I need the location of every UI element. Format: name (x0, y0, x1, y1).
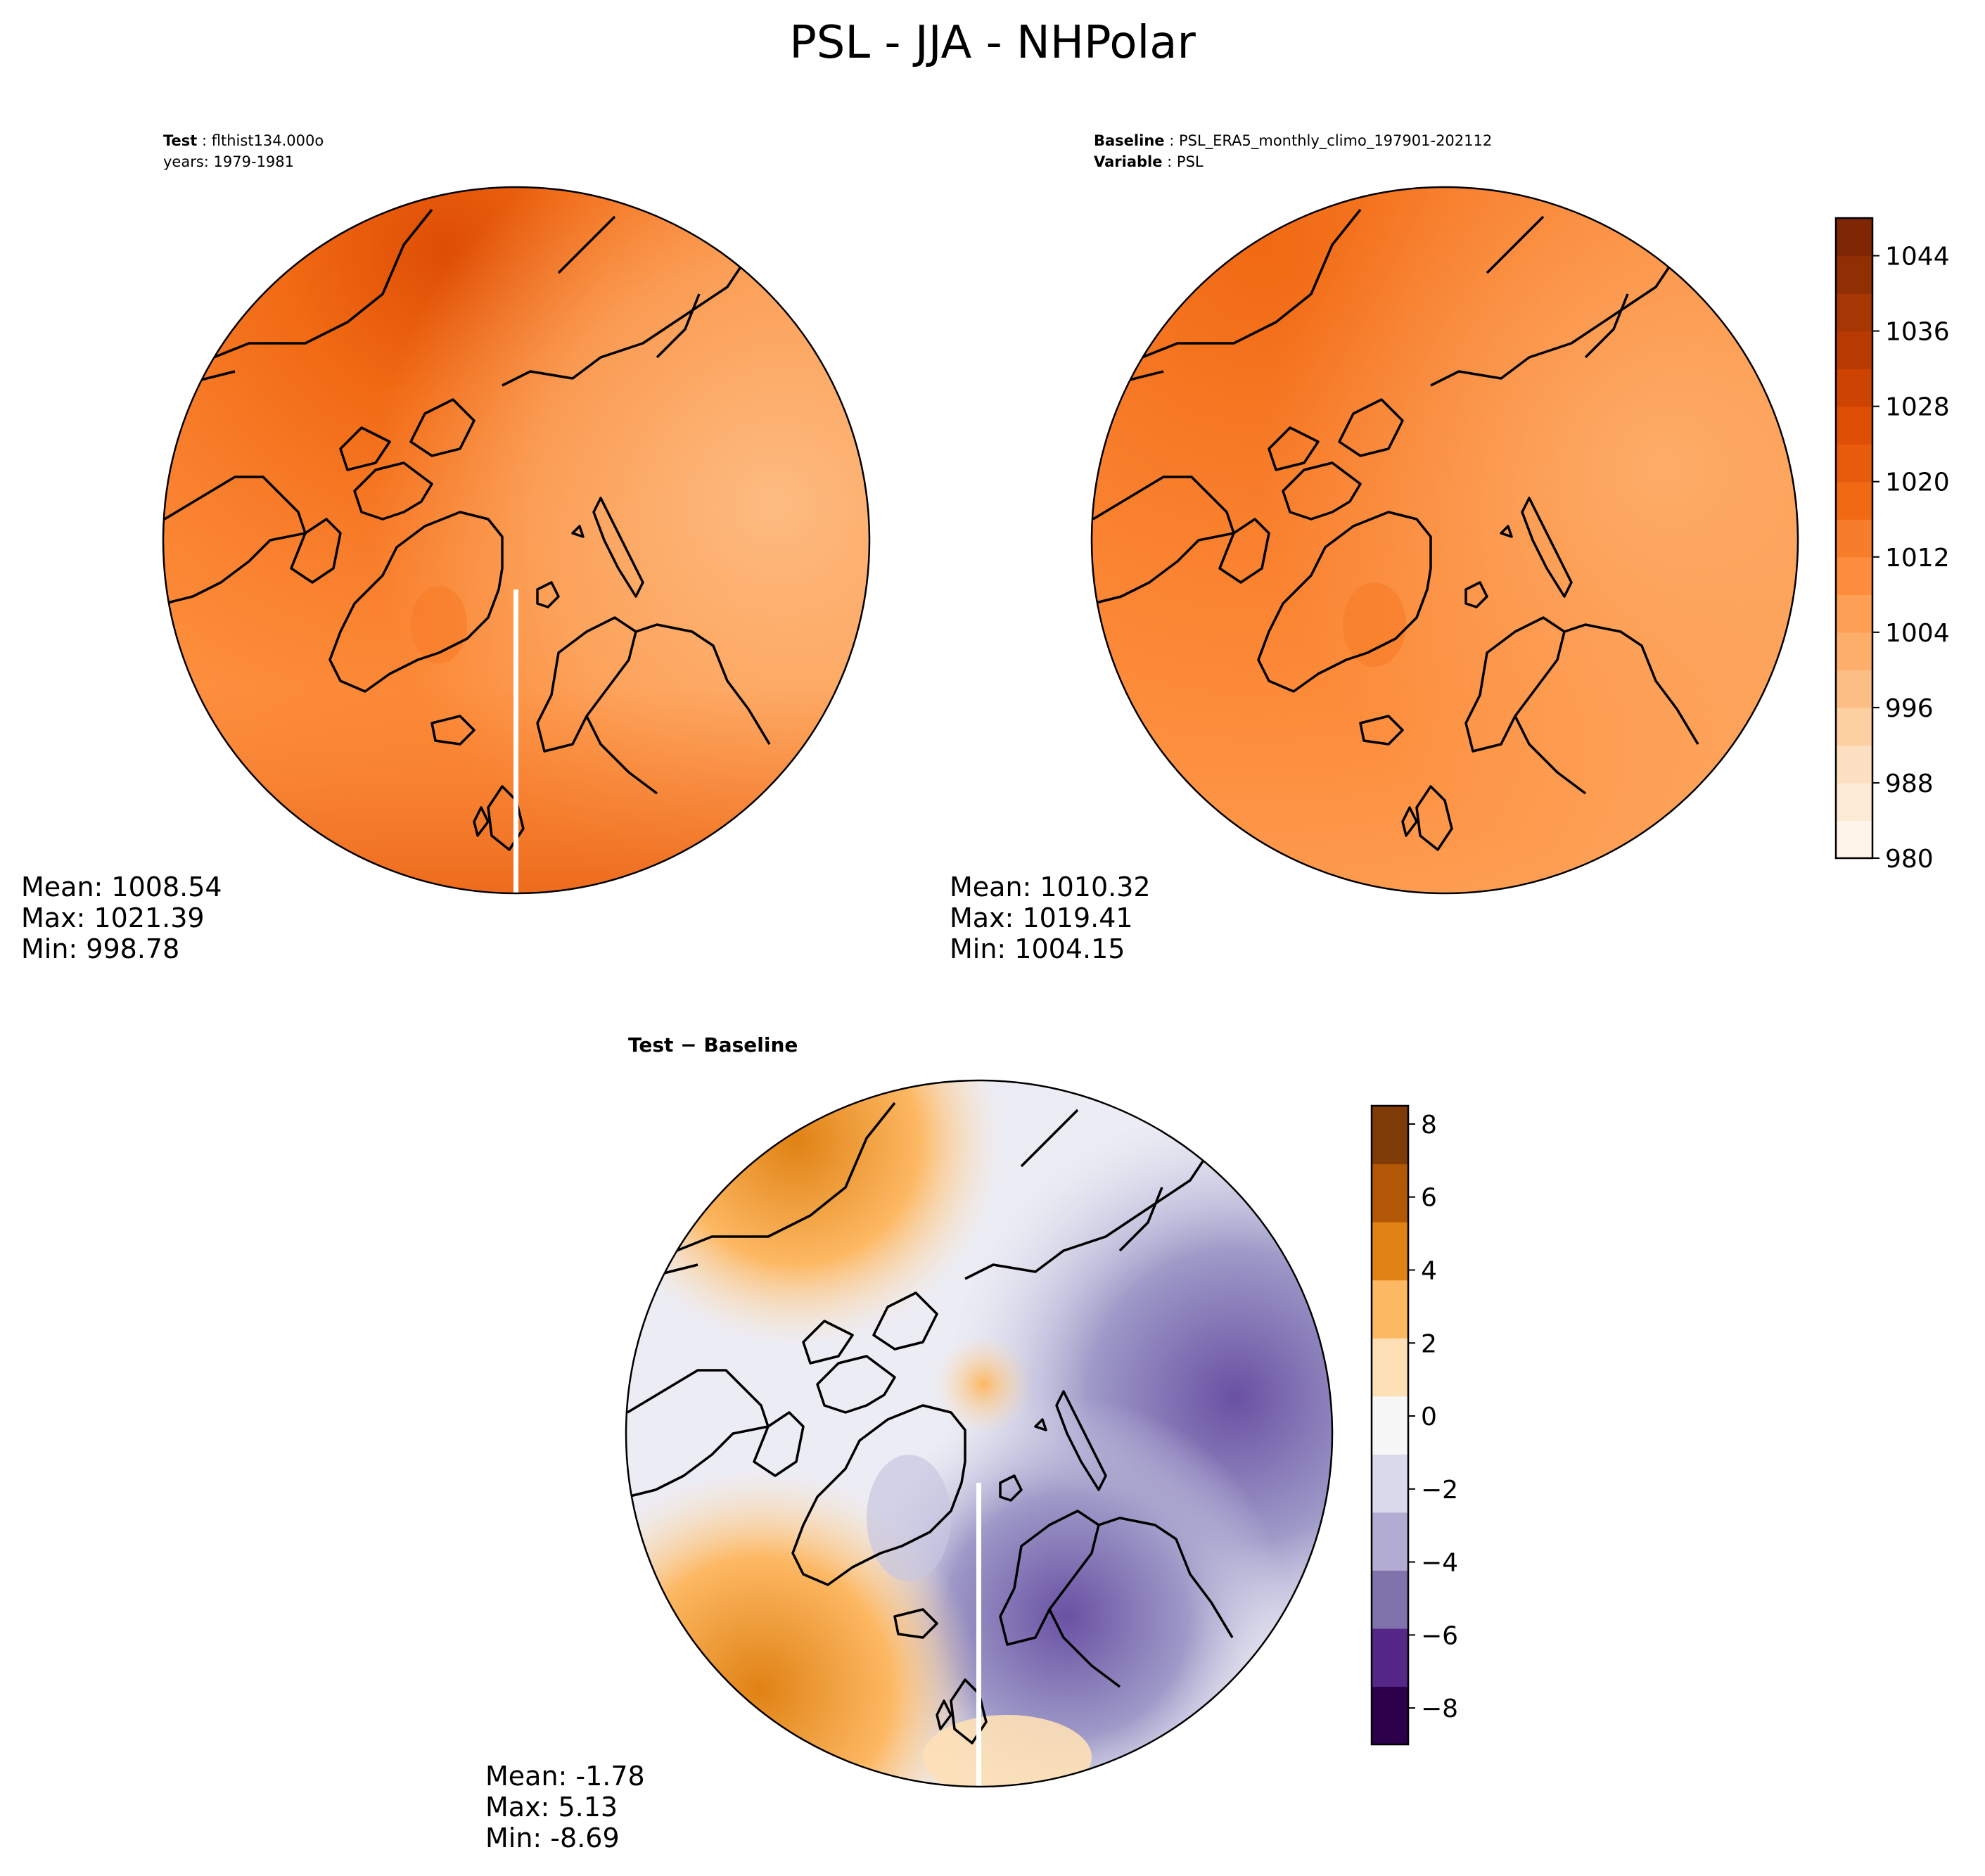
colorbar-frame (1834, 217, 1874, 860)
stat-min: Min: 998.78 (21, 933, 179, 964)
colorbar-swatch (1372, 1222, 1408, 1281)
colorbar-psl: 980 988 996 1004 1012 1020 1028 1036 1044 (1834, 217, 1950, 874)
colorbar-tick-label: 1020 (1885, 468, 1950, 497)
panel-baseline-label-line1: Baseline : PSL_ERA5_monthly_climo_197901… (1094, 132, 1492, 150)
colorbar-swatch (1836, 632, 1872, 670)
colorbar-tick-label: −6 (1421, 1621, 1458, 1650)
colorbar-swatch (1836, 670, 1872, 708)
colorbar-swatch (1372, 1280, 1408, 1339)
figure-title: PSL - JJA - NHPolar (789, 17, 1196, 69)
colorbar-swatch (1372, 1570, 1408, 1629)
stat-mean: Mean: 1010.32 (950, 872, 1151, 902)
colorbar-swatch (1372, 1338, 1408, 1397)
colorbar-tick-label: −8 (1421, 1695, 1458, 1723)
colorbar-swatch (1836, 331, 1872, 369)
colorbar-swatch (1836, 556, 1872, 595)
panel-baseline-label-line2: Variable : PSL (1094, 153, 1204, 170)
panel-diff: Test − Baseline Mean: -1.78 Max: 5.13 Mi… (485, 1033, 1458, 1853)
colorbar-swatch (1372, 1396, 1408, 1455)
colorbar-tick-label: 0 (1421, 1403, 1437, 1431)
map-test-seam (513, 589, 518, 893)
colorbar-swatch (1836, 255, 1872, 294)
colorbar-tick-label: 1012 (1885, 544, 1950, 573)
colorbar-tick-label: 1044 (1885, 243, 1950, 272)
colorbar-swatch (1372, 1163, 1408, 1223)
colorbar-swatch (1836, 369, 1872, 407)
map-baseline (1090, 186, 1799, 895)
panel-test-years: years: 1979-1981 (163, 153, 294, 170)
colorbar-swatch (1372, 1106, 1408, 1165)
panel-baseline-stats: Mean: 1010.32 Max: 1019.41 Min: 1004.15 (950, 872, 1151, 964)
colorbar-tick-label: 2 (1421, 1329, 1437, 1358)
colorbar-swatch (1836, 594, 1872, 633)
stat-max: Max: 1021.39 (21, 902, 205, 933)
stat-mean: Mean: 1008.54 (21, 872, 222, 902)
colorbar-tick-label: 8 (1421, 1111, 1437, 1140)
panel-test: Test : flthist134.000o years: 1979-1981 … (21, 132, 871, 964)
colorbar-tick-label: 1028 (1885, 393, 1950, 422)
colorbar-tick-label: 6 (1421, 1184, 1437, 1213)
colorbar-swatch (1836, 481, 1872, 520)
colorbar-tick-label: 1036 (1885, 318, 1950, 347)
panel-test-label-value: : flthist134.000o (202, 132, 324, 149)
colorbar-swatch (1836, 406, 1872, 445)
panel-test-label-line2: years: 1979-1981 (163, 153, 294, 170)
map-diff (625, 1079, 1334, 1788)
colorbar-swatch (1836, 820, 1872, 859)
map-test (162, 186, 871, 895)
panel-diff-label: Test − Baseline (628, 1033, 798, 1057)
colorbar-tick-label: 996 (1885, 694, 1934, 723)
colorbar-swatch (1836, 707, 1872, 746)
colorbar-swatch (1836, 782, 1872, 822)
colorbar-tick-label: 4 (1421, 1256, 1437, 1285)
colorbar-frame (1370, 1104, 1410, 1746)
colorbar-swatch (1372, 1454, 1408, 1513)
colorbar-swatch (1836, 519, 1872, 558)
colorbar-tick-label: 988 (1885, 770, 1934, 798)
colorbar-swatch (1836, 745, 1872, 784)
colorbar-tick-label: 980 (1885, 845, 1934, 874)
panel-diff-stats: Mean: -1.78 Max: 5.13 Min: -8.69 (485, 1761, 645, 1853)
stat-mean: Mean: -1.78 (485, 1761, 645, 1792)
panel-test-label-key: Test (163, 132, 197, 149)
stat-max: Max: 1019.41 (950, 902, 1133, 933)
panel-baseline-label-value: : PSL_ERA5_monthly_climo_197901-202112 (1169, 132, 1492, 150)
colorbar-tick-label: −4 (1421, 1549, 1458, 1578)
colorbar-swatch (1836, 218, 1872, 257)
colorbar-tick-label: 1004 (1885, 619, 1950, 648)
colorbar-swatch (1836, 444, 1872, 483)
colorbar-tick-label: −2 (1421, 1476, 1458, 1505)
panel-test-stats: Mean: 1008.54 Max: 1021.39 Min: 998.78 (21, 872, 222, 964)
stat-min: Min: -8.69 (485, 1823, 620, 1853)
colorbar-swatch (1836, 293, 1872, 332)
colorbar-swatch (1372, 1628, 1408, 1687)
colorbar-swatch (1372, 1686, 1408, 1745)
stat-min: Min: 1004.15 (950, 933, 1125, 964)
colorbar-diff: −8 −6 −4 −2 0 2 4 6 8 (1370, 1104, 1458, 1746)
panel-baseline-variable-key: Variable (1094, 153, 1162, 170)
map-diff-seam (976, 1483, 981, 1787)
colorbar-swatch (1372, 1512, 1408, 1571)
panel-test-label-line1: Test : flthist134.000o (163, 132, 324, 149)
panel-baseline: Baseline : PSL_ERA5_monthly_climo_197901… (950, 132, 1950, 964)
panel-baseline-label-key: Baseline (1094, 132, 1165, 149)
stat-max: Max: 5.13 (485, 1792, 618, 1823)
panel-baseline-variable-value: : PSL (1167, 153, 1204, 170)
